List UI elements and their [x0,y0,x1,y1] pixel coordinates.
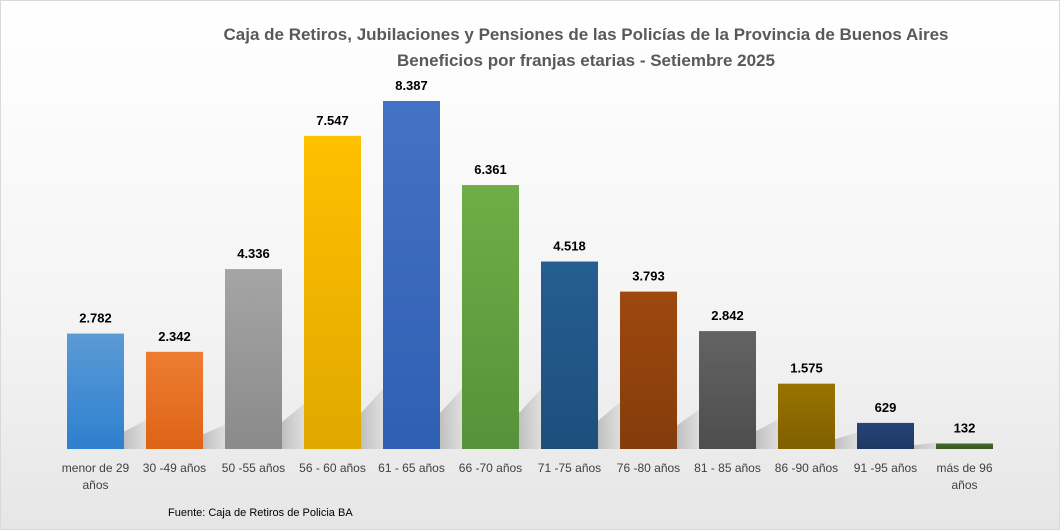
bar [383,101,440,449]
bar [541,261,598,449]
x-tick-label: 86 -90 años [775,461,838,475]
x-tick-label: 81 - 85 años [694,461,761,475]
bar [778,383,835,449]
bar [146,351,203,449]
data-label: 629 [875,400,897,415]
data-label: 2.342 [158,329,191,344]
bar [304,135,361,449]
chart-title: Caja de Retiros, Jubilaciones y Pensione… [223,25,949,44]
x-tick-label: años [951,478,977,492]
x-tick-label: 66 -70 años [459,461,522,475]
x-tick-label: 56 - 60 años [299,461,366,475]
data-label: 4.518 [553,239,586,254]
data-label: 132 [954,421,976,436]
x-tick-label: 76 -80 años [617,461,680,475]
data-label: 1.575 [790,361,823,376]
chart-subtitle: Beneficios por franjas etarias - Setiemb… [397,51,775,70]
bar [225,269,282,449]
bar [462,185,519,449]
data-label: 8.387 [395,78,428,93]
bar [936,443,993,449]
x-tick-label: 30 -49 años [143,461,206,475]
bar [67,333,124,449]
data-label: 3.793 [632,269,665,284]
data-label: 7.547 [316,113,349,128]
x-tick-label: menor de 29 [62,461,130,475]
x-tick-label: 61 - 65 años [378,461,445,475]
data-label: 2.782 [79,311,112,326]
x-tick-label: años [82,478,108,492]
source-note: Fuente: Caja de Retiros de Policia BA [168,507,353,519]
x-tick-label: 71 -75 años [538,461,601,475]
bar [857,422,914,449]
bar [620,291,677,449]
data-label: 6.361 [474,162,507,177]
data-label: 4.336 [237,246,270,261]
data-label: 2.842 [711,308,744,323]
x-tick-label: 50 -55 años [222,461,285,475]
x-tick-label: más de 96 [936,461,992,475]
bar [699,331,756,449]
x-tick-label: 91 -95 años [854,461,917,475]
